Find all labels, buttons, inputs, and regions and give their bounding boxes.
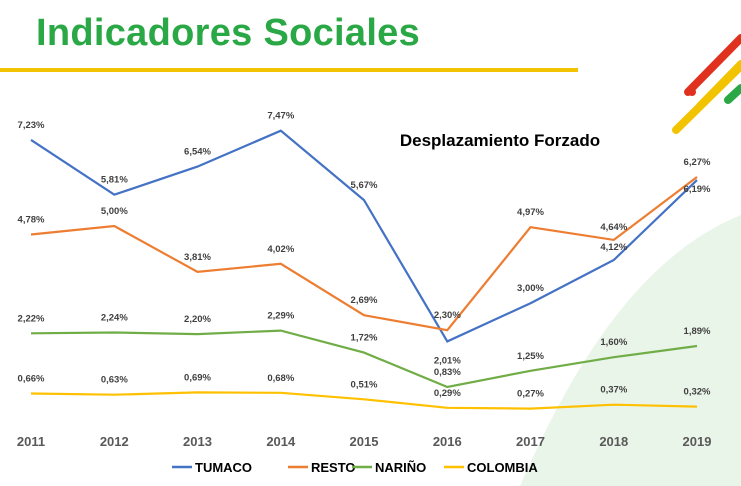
- data-label-colombia-2014: 0,68%: [267, 373, 294, 384]
- title-underline: [0, 68, 578, 72]
- chart-title: Desplazamiento Forzado: [400, 131, 600, 150]
- data-label-colombia-2015: 0,51%: [351, 379, 378, 390]
- legend-label-resto: RESTO: [311, 460, 356, 475]
- data-label-colombia-2016: 0,29%: [434, 388, 461, 399]
- data-label-resto-2014: 4,02%: [267, 244, 294, 255]
- data-label-tumaco-2016: 2,01%: [434, 355, 461, 366]
- x-tick-label-2018: 2018: [599, 434, 628, 449]
- data-label-colombia-2013: 0,69%: [184, 372, 211, 383]
- data-label-colombia-2018: 0,37%: [600, 385, 627, 396]
- series-line-tumaco: [30, 129, 698, 343]
- legend: TUMACO RESTO NARIÑO COLOMBIA: [172, 460, 538, 475]
- data-label-tumaco-2015: 5,67%: [351, 180, 378, 191]
- x-tick-label-2017: 2017: [516, 434, 545, 449]
- data-label-layer: 7,23% 5,81% 6,54% 7,47% 5,67% 2,01% 3,00% 4,12%…: [18, 111, 711, 400]
- data-label-resto-2013: 3,81%: [184, 252, 211, 263]
- x-tick-label-2015: 2015: [350, 434, 379, 449]
- x-tick-label-2013: 2013: [183, 434, 212, 449]
- data-label-tumaco-2013: 6,54%: [184, 147, 211, 158]
- data-label-narino-2015: 1,72%: [351, 333, 378, 344]
- x-axis-labels: 2011 2012 2013 2014 2015 2016 2017 2018 2019: [17, 434, 712, 449]
- x-tick-label-2014: 2014: [266, 434, 296, 449]
- legend-label-colombia: COLOMBIA: [467, 460, 538, 475]
- data-label-narino-2013: 2,20%: [184, 314, 211, 325]
- data-label-narino-2011: 2,22%: [18, 313, 45, 324]
- data-label-tumaco-2018: 4,12%: [600, 242, 627, 253]
- data-label-narino-2017: 1,25%: [517, 351, 544, 362]
- x-tick-label-2012: 2012: [100, 434, 129, 449]
- x-tick-label-2011: 2011: [17, 434, 45, 449]
- data-label-resto-2018: 4,64%: [600, 222, 627, 233]
- data-label-tumaco-2012: 5,81%: [101, 175, 128, 186]
- data-label-tumaco-2014: 7,47%: [267, 111, 294, 122]
- data-label-resto-2019: 6,27%: [684, 157, 711, 168]
- page-title: Indicadores Sociales: [36, 12, 421, 54]
- series-line-narino: [30, 329, 698, 389]
- data-label-narino-2018: 1,60%: [600, 337, 627, 348]
- legend-label-narino: NARIÑO: [375, 460, 426, 475]
- data-label-resto-2012: 5,00%: [101, 206, 128, 217]
- data-label-narino-2014: 2,29%: [267, 311, 294, 322]
- series-line-colombia: [30, 391, 698, 410]
- data-label-narino-2012: 2,24%: [101, 313, 128, 324]
- data-label-colombia-2011: 0,66%: [18, 374, 45, 385]
- data-label-tumaco-2019: 6,19%: [684, 184, 711, 195]
- series-layer: [30, 129, 698, 410]
- data-label-tumaco-2017: 3,00%: [517, 283, 544, 294]
- data-label-narino-2016: 0,83%: [434, 367, 461, 378]
- legend-label-tumaco: TUMACO: [195, 460, 252, 475]
- x-tick-label-2019: 2019: [683, 434, 712, 449]
- data-label-resto-2011: 4,78%: [18, 215, 45, 226]
- data-label-colombia-2012: 0,63%: [101, 375, 128, 386]
- data-label-resto-2017: 4,97%: [517, 207, 544, 218]
- data-label-resto-2015: 2,69%: [351, 295, 378, 306]
- series-line-resto: [30, 176, 698, 332]
- data-label-narino-2019: 1,89%: [684, 326, 711, 337]
- data-label-resto-2016: 2,30%: [434, 310, 461, 321]
- data-label-colombia-2019: 0,32%: [684, 387, 711, 398]
- data-label-colombia-2017: 0,27%: [517, 389, 544, 400]
- x-tick-label-2016: 2016: [433, 434, 462, 449]
- data-label-tumaco-2011: 7,23%: [18, 120, 45, 131]
